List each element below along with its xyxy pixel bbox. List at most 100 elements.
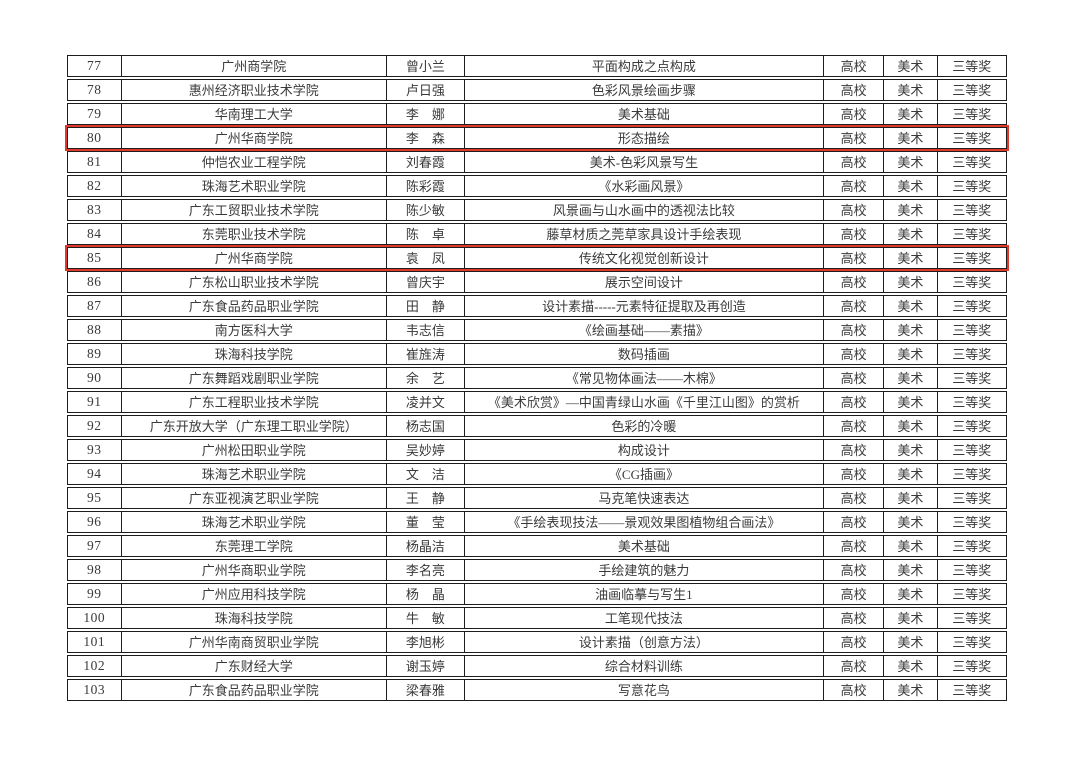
category-cell: 高校 <box>823 512 883 532</box>
subject-cell: 美术 <box>883 128 936 148</box>
category-cell: 高校 <box>823 128 883 148</box>
table-row: 102 广东财经大学 谢玉婷 综合材料训练 高校 美术 三等奖 <box>67 655 1007 677</box>
category-cell: 高校 <box>823 584 883 604</box>
category-cell: 高校 <box>823 536 883 556</box>
row-number-cell: 78 <box>87 82 102 98</box>
person-name-cell: 陈 卓 <box>385 224 464 244</box>
institution-cell: 广州松田职业学院 <box>120 440 386 460</box>
institution-cell: 广州应用科技学院 <box>120 584 386 604</box>
category-cell: 高校 <box>823 80 883 100</box>
work-title-cell: 平面构成之点构成 <box>463 56 823 76</box>
row-number-cell: 81 <box>87 154 102 170</box>
work-title-cell: 色彩风景绘画步骤 <box>463 80 823 100</box>
person-name-cell: 曾庆宇 <box>385 272 464 292</box>
table-row: 101 广州华南商贸职业学院 李旭彬 设计素描（创意方法） 高校 美术 三等奖 <box>67 631 1007 653</box>
category-cell: 高校 <box>823 416 883 436</box>
work-title-cell: 工笔现代技法 <box>463 608 823 628</box>
person-name-cell: 曾小兰 <box>385 56 464 76</box>
work-title-cell: 形态描绘 <box>463 128 823 148</box>
award-cell: 三等奖 <box>936 176 1006 196</box>
category-cell: 高校 <box>823 320 883 340</box>
category-cell: 高校 <box>823 464 883 484</box>
institution-cell: 仲恺农业工程学院 <box>120 152 386 172</box>
institution-cell: 广东工程职业技术学院 <box>120 392 386 412</box>
subject-cell: 美术 <box>883 248 936 268</box>
subject-cell: 美术 <box>883 416 936 436</box>
category-cell: 高校 <box>823 104 883 124</box>
category-cell: 高校 <box>823 272 883 292</box>
work-title-cell: 数码插画 <box>463 344 823 364</box>
person-name-cell: 李 森 <box>385 128 464 148</box>
institution-cell: 东莞理工学院 <box>120 536 386 556</box>
table-row: 86 广东松山职业技术学院 曾庆宇 展示空间设计 高校 美术 三等奖 <box>67 271 1007 293</box>
work-title-cell: 《手绘表现技法——景观效果图植物组合画法》 <box>463 512 823 532</box>
institution-cell: 惠州经济职业技术学院 <box>120 80 386 100</box>
award-cell: 三等奖 <box>936 464 1006 484</box>
category-cell: 高校 <box>823 488 883 508</box>
table-row: 95 广东亚视演艺职业学院 王 静 马克笔快速表达 高校 美术 三等奖 <box>67 487 1007 509</box>
person-name-cell: 刘春霞 <box>385 152 464 172</box>
work-title-cell: 色彩的冷暖 <box>463 416 823 436</box>
person-name-cell: 杨 晶 <box>385 584 464 604</box>
person-name-cell: 牛 敏 <box>385 608 464 628</box>
award-cell: 三等奖 <box>936 584 1006 604</box>
person-name-cell: 李旭彬 <box>385 632 464 652</box>
subject-cell: 美术 <box>883 176 936 196</box>
award-cell: 三等奖 <box>936 536 1006 556</box>
institution-cell: 珠海艺术职业学院 <box>120 176 386 196</box>
person-name-cell: 陈彩霞 <box>385 176 464 196</box>
table-row: 88 南方医科大学 韦志信 《绘画基础——素描》 高校 美术 三等奖 <box>67 319 1007 341</box>
award-cell: 三等奖 <box>936 608 1006 628</box>
category-cell: 高校 <box>823 656 883 676</box>
work-title-cell: 《CG插画》 <box>463 464 823 484</box>
row-number-cell: 103 <box>83 682 106 698</box>
award-cell: 三等奖 <box>936 296 1006 316</box>
person-name-cell: 卢日强 <box>385 80 464 100</box>
category-cell: 高校 <box>823 344 883 364</box>
award-cell: 三等奖 <box>936 152 1006 172</box>
category-cell: 高校 <box>823 392 883 412</box>
category-cell: 高校 <box>823 680 883 700</box>
work-title-cell: 构成设计 <box>463 440 823 460</box>
award-cell: 三等奖 <box>936 368 1006 388</box>
table-row: 78 惠州经济职业技术学院 卢日强 色彩风景绘画步骤 高校 美术 三等奖 <box>67 79 1007 101</box>
award-cell: 三等奖 <box>936 344 1006 364</box>
award-cell: 三等奖 <box>936 440 1006 460</box>
institution-cell: 广州商学院 <box>120 56 386 76</box>
work-title-cell: 藤草材质之莞草家具设计手绘表现 <box>463 224 823 244</box>
award-cell: 三等奖 <box>936 656 1006 676</box>
person-name-cell: 文 洁 <box>385 464 464 484</box>
work-title-cell: 《美术欣赏》—中国青绿山水画《千里江山图》的赏析 <box>463 392 823 412</box>
row-number-cell: 82 <box>87 178 102 194</box>
category-cell: 高校 <box>823 296 883 316</box>
award-cell: 三等奖 <box>936 416 1006 436</box>
institution-cell: 广东开放大学（广东理工职业学院） <box>120 416 386 436</box>
award-cell: 三等奖 <box>936 488 1006 508</box>
table-row: 87 广东食品药品职业学院 田 静 设计素描-----元素特征提取及再创造 高校… <box>67 295 1007 317</box>
category-cell: 高校 <box>823 632 883 652</box>
award-cell: 三等奖 <box>936 128 1006 148</box>
work-title-cell: 手绘建筑的魅力 <box>463 560 823 580</box>
table-row: 77 广州商学院 曾小兰 平面构成之点构成 高校 美术 三等奖 <box>67 55 1007 77</box>
award-cell: 三等奖 <box>936 248 1006 268</box>
work-title-cell: 美术基础 <box>463 536 823 556</box>
person-name-cell: 李 娜 <box>385 104 464 124</box>
institution-cell: 珠海艺术职业学院 <box>120 464 386 484</box>
work-title-cell: 《常见物体画法——木棉》 <box>463 368 823 388</box>
work-title-cell: 美术-色彩风景写生 <box>463 152 823 172</box>
table-row: 90 广东舞蹈戏剧职业学院 余 艺 《常见物体画法——木棉》 高校 美术 三等奖 <box>67 367 1007 389</box>
row-number-cell: 85 <box>87 250 102 266</box>
category-cell: 高校 <box>823 200 883 220</box>
table-row: 94 珠海艺术职业学院 文 洁 《CG插画》 高校 美术 三等奖 <box>67 463 1007 485</box>
subject-cell: 美术 <box>883 584 936 604</box>
row-number-cell: 94 <box>87 466 102 482</box>
person-name-cell: 杨晶洁 <box>385 536 464 556</box>
subject-cell: 美术 <box>883 344 936 364</box>
table-row: 84 东莞职业技术学院 陈 卓 藤草材质之莞草家具设计手绘表现 高校 美术 三等… <box>67 223 1007 245</box>
work-title-cell: 传统文化视觉创新设计 <box>463 248 823 268</box>
table-row: 85 广州华商学院 袁 凤 传统文化视觉创新设计 高校 美术 三等奖 <box>67 247 1007 269</box>
table-row: 83 广东工贸职业技术学院 陈少敏 风景画与山水画中的透视法比较 高校 美术 三… <box>67 199 1007 221</box>
row-number-cell: 79 <box>87 106 102 122</box>
work-title-cell: 设计素描-----元素特征提取及再创造 <box>463 296 823 316</box>
